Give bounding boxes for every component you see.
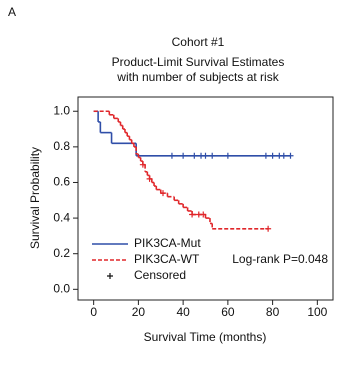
x-axis-label: Survival Time (months) [144, 330, 267, 344]
y-tick-label: 0.4 [53, 210, 70, 224]
y-tick-label: 0.0 [53, 281, 70, 295]
censor-mark [160, 190, 166, 197]
y-tick-label: 0.6 [53, 175, 70, 189]
censor-mark [191, 152, 198, 159]
chart-subtitle: Product-Limit Survival Estimates [112, 55, 285, 69]
censor-mark [269, 152, 276, 159]
plot-frame [77, 96, 334, 301]
censor-mark [146, 175, 153, 182]
legend-label: Censored [134, 268, 186, 282]
x-tick-label: 0 [90, 305, 97, 319]
x-tick-label: 20 [132, 305, 146, 319]
censor-mark [280, 152, 287, 159]
y-axis-label: Survival Probability [28, 147, 42, 249]
x-tick-label: 100 [307, 305, 327, 319]
chart-subtitle: with number of subjects at risk [116, 70, 279, 84]
censor-mark [287, 152, 294, 159]
y-tick-label: 0.2 [53, 246, 70, 260]
x-tick-label: 40 [176, 305, 190, 319]
censor-mark [168, 152, 175, 159]
censor-mark [189, 211, 196, 218]
y-tick-label: 0.8 [53, 139, 70, 153]
x-tick-label: 80 [266, 305, 280, 319]
panel-label: A [8, 5, 16, 19]
legend-label: PIK3CA-WT [134, 252, 200, 266]
censor-mark [202, 152, 209, 159]
y-tick-label: 1.0 [53, 103, 70, 117]
chart-title: Cohort #1 [172, 35, 225, 49]
censor-mark [224, 152, 231, 159]
annotation: Log-rank P=0.048 [232, 252, 328, 266]
legend-label: PIK3CA-Mut [134, 236, 201, 250]
censor-mark [265, 225, 272, 232]
censor-mark [200, 211, 207, 218]
x-tick-label: 60 [221, 305, 235, 319]
censor-mark [139, 161, 146, 168]
censor-mark [262, 152, 269, 159]
censor-mark [180, 152, 187, 159]
legend-censor-symbol [107, 273, 113, 279]
censor-mark [209, 152, 216, 159]
